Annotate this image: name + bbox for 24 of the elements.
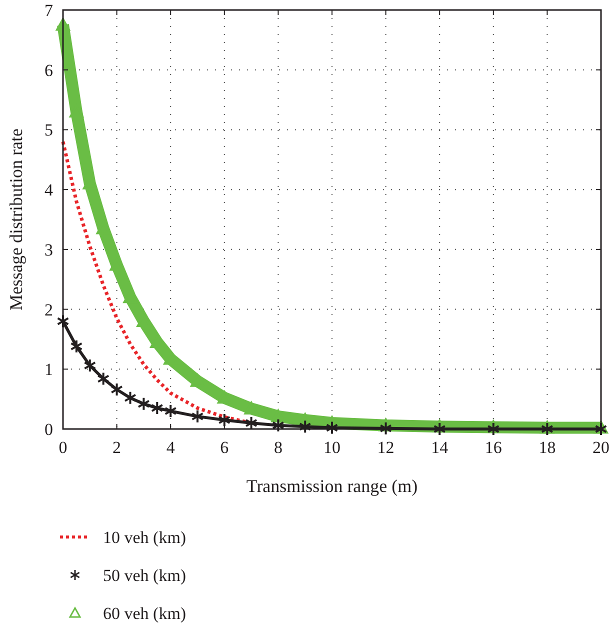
y-tick-label: 1 xyxy=(44,360,53,380)
legend-label: 10 veh (km) xyxy=(103,528,186,547)
x-tick-label: 10 xyxy=(324,438,340,457)
y-axis-title: Message distribution rate xyxy=(6,128,26,310)
x-tick-label: 14 xyxy=(431,438,449,457)
y-tick-label: 4 xyxy=(44,180,54,200)
x-tick-label: 2 xyxy=(112,438,122,457)
x-tick-label: 0 xyxy=(58,438,68,457)
x-tick-label: 20 xyxy=(592,438,609,457)
y-tick-label: 2 xyxy=(44,300,53,320)
y-tick-label: 6 xyxy=(44,60,53,80)
x-tick-label: 12 xyxy=(377,438,394,457)
x-tick-label: 8 xyxy=(274,438,282,457)
x-axis-title: Transmission range (m) xyxy=(246,476,418,496)
legend-label: 60 veh (km) xyxy=(103,604,186,623)
x-tick-label: 16 xyxy=(484,438,502,457)
y-tick-label: 7 xyxy=(44,1,54,20)
x-tick-label: 6 xyxy=(220,438,229,457)
x-tick-label: 18 xyxy=(538,438,556,457)
x-tick-label: 4 xyxy=(166,438,176,457)
y-tick-label: 3 xyxy=(44,240,53,260)
y-tick-label: 5 xyxy=(44,120,53,140)
y-tick-label: 0 xyxy=(44,420,53,439)
legend-label: 50 veh (km) xyxy=(103,566,186,585)
